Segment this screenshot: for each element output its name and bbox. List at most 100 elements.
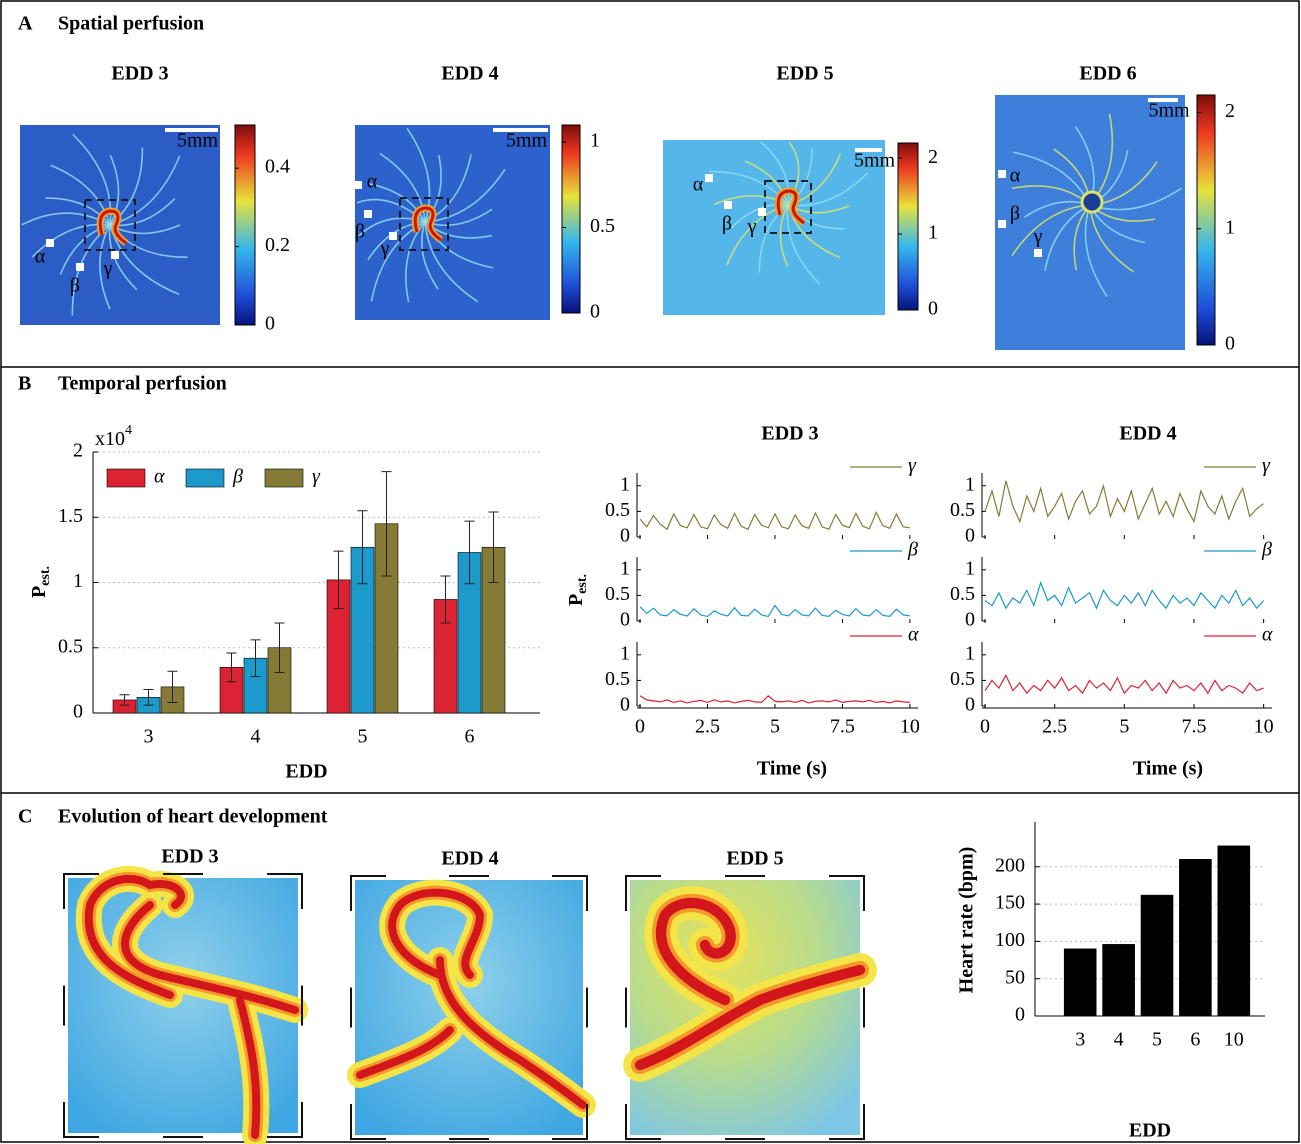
y-tick-label: 0.5 — [605, 583, 630, 605]
vessel — [758, 204, 789, 273]
error-bar — [488, 511, 499, 583]
colorbar-tick-label: 2 — [1225, 100, 1235, 122]
bar — [1217, 845, 1251, 1017]
y-multiplier-sup: 4 — [125, 423, 132, 438]
y-multiplier: x104 — [95, 423, 132, 449]
y-axis-label-base: P — [565, 594, 587, 606]
x-tick-label: 5 — [1119, 716, 1129, 738]
corner-bracket — [829, 1104, 865, 1140]
heart-core — [776, 189, 805, 225]
legend-label: β — [1261, 539, 1272, 561]
vessel — [786, 204, 821, 286]
colorbar-tick-label: 1 — [1225, 216, 1235, 238]
vessel — [421, 221, 439, 290]
series-line — [639, 604, 910, 618]
y-tick-label: 0 — [965, 609, 975, 631]
legend-swatch — [264, 468, 304, 488]
legend-label: γ — [1262, 455, 1271, 477]
x-tick-label: 5 — [358, 726, 368, 748]
marker-label: α — [1010, 165, 1021, 187]
colorbar-tick-label: 0.4 — [265, 156, 290, 178]
y-tick-label: 1 — [620, 557, 630, 579]
x-tick-label: 4 — [1114, 1029, 1124, 1051]
marker-label: β — [1010, 203, 1020, 225]
y-tick-label: 0 — [965, 525, 975, 547]
corner-bracket — [350, 1104, 386, 1140]
vessel — [406, 127, 431, 223]
legend-swatch — [185, 468, 225, 488]
scale-bar-label: 5mm — [1148, 100, 1190, 122]
vessel — [99, 224, 111, 310]
legend-label: α — [154, 466, 165, 488]
panel-letter: B — [18, 373, 31, 395]
marker-label: β — [70, 275, 80, 297]
y-tick-label: 0.5 — [58, 635, 83, 657]
heart-core — [413, 206, 442, 242]
x-axis-label: Time (s) — [757, 758, 827, 780]
vessel — [379, 152, 426, 223]
error-bar — [226, 652, 237, 683]
colorbar — [1196, 94, 1216, 346]
y-tick-label: 0.5 — [950, 668, 975, 690]
corner-bracket — [63, 873, 99, 909]
x-tick-label: 6 — [465, 726, 475, 748]
vessel — [714, 195, 789, 206]
y-tick-label: 200 — [995, 854, 1025, 876]
heart-box — [84, 199, 136, 251]
marker — [46, 239, 54, 247]
marker — [76, 263, 84, 271]
series-line — [639, 694, 910, 704]
heart-title: EDD 4 — [441, 848, 498, 870]
marker — [389, 232, 397, 240]
x-tick-label: 7.5 — [1181, 716, 1206, 738]
chart-title: EDD 3 — [761, 423, 818, 445]
y-tick-label: 100 — [995, 929, 1025, 951]
x-tick-label: 10 — [1254, 716, 1274, 738]
y-tick-label: 0 — [620, 609, 630, 631]
vessel — [405, 221, 426, 303]
legend-swatch — [106, 468, 146, 488]
x-tick-label: 6 — [1190, 1029, 1200, 1051]
heart-vessel — [84, 874, 299, 1139]
error-bar — [440, 575, 451, 624]
chart-title: EDD 4 — [1119, 423, 1176, 445]
vessel — [1084, 204, 1108, 297]
panel-title: Evolution of heart development — [58, 806, 328, 828]
y-tick-label: 1.5 — [58, 505, 83, 527]
colorbar-tick-label: 0 — [590, 301, 600, 323]
map-title: EDD 6 — [1079, 63, 1136, 85]
marker-label: γ — [1033, 226, 1043, 248]
error-bar — [464, 520, 475, 585]
legend-label: β — [907, 539, 918, 561]
marker — [354, 181, 362, 189]
y-tick-label: 0 — [620, 525, 630, 547]
y-tick-label: 1 — [620, 642, 630, 664]
heart-title: EDD 3 — [161, 846, 218, 868]
x-tick-label: 2.5 — [695, 716, 720, 738]
marker — [998, 170, 1006, 178]
y-axis-label-sub: est. — [575, 574, 590, 594]
marker-label: β — [355, 221, 365, 243]
series-line — [984, 480, 1264, 524]
corner-bracket — [552, 1104, 588, 1140]
y-tick-label: 0 — [620, 694, 630, 716]
corner-bracket — [829, 875, 865, 911]
bar — [1179, 859, 1212, 1017]
bar — [1102, 944, 1135, 1017]
error-bar — [143, 689, 154, 706]
y-tick-label: 1 — [965, 473, 975, 495]
x-tick-label: 5 — [770, 716, 780, 738]
vessel — [424, 221, 479, 303]
x-tick-label: 4 — [251, 726, 261, 748]
vessel — [779, 204, 789, 267]
colorbar-tick-label: 0 — [1225, 333, 1235, 355]
vessel — [760, 141, 790, 206]
vessel — [787, 141, 800, 206]
corner-bracket — [267, 1102, 303, 1138]
x-tick-label: 7.5 — [830, 716, 855, 738]
error-bar — [381, 471, 392, 577]
error-bar — [333, 550, 344, 610]
legend-label: α — [908, 624, 919, 646]
bar — [1140, 894, 1174, 1017]
y-tick-label: 0.5 — [950, 499, 975, 521]
